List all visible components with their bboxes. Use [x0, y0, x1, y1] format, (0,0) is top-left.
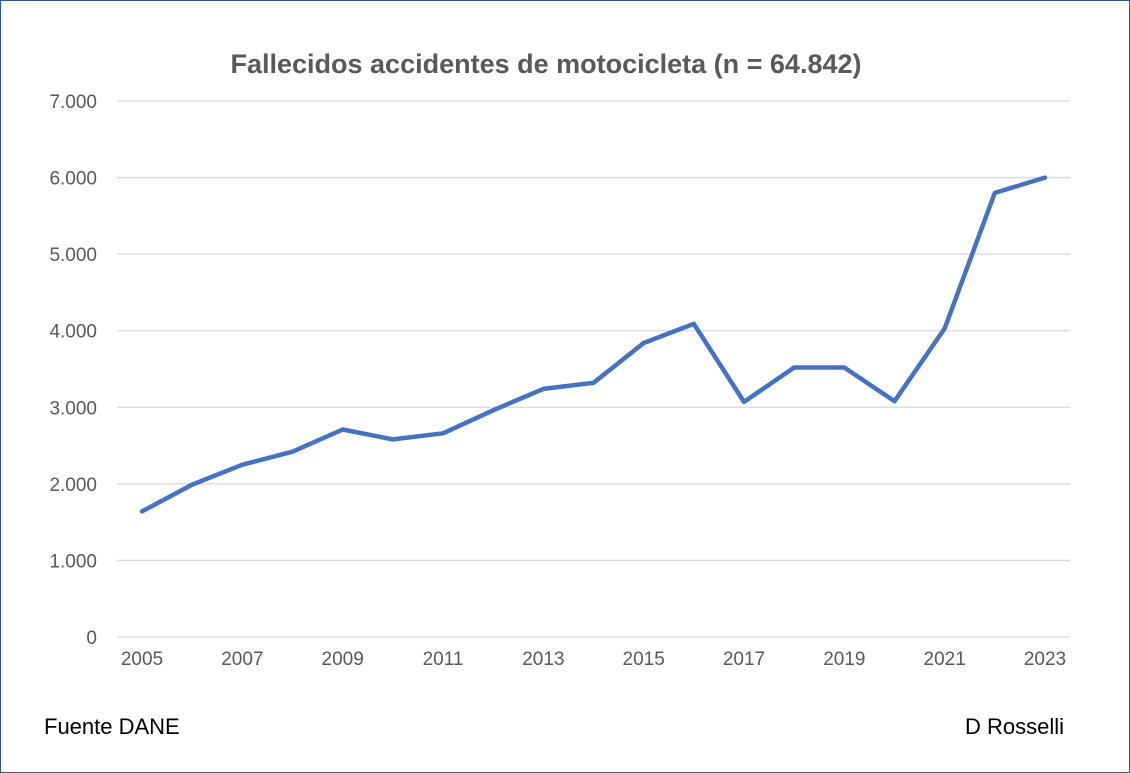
- x-tick-label: 2005: [121, 649, 163, 670]
- y-tick-label: 5.000: [49, 245, 97, 266]
- x-tick-label: 2013: [522, 649, 564, 670]
- y-tick-label: 6.000: [49, 169, 97, 190]
- y-tick-label: 4.000: [49, 322, 97, 343]
- series-line: [139, 175, 1048, 514]
- y-tick-label: 2.000: [49, 475, 97, 496]
- x-tick-label: 2021: [924, 649, 966, 670]
- x-tick-label: 2017: [723, 649, 765, 670]
- x-tick-label: 2023: [1024, 649, 1066, 670]
- source-note: Fuente DANE: [44, 714, 180, 739]
- x-tick-label: 2015: [623, 649, 665, 670]
- x-tick-label: 2019: [823, 649, 865, 670]
- x-axis-tick-labels: 2005 2007 2009 2011 2013 2015 2017 2019 2021 2023: [121, 649, 1066, 670]
- x-tick-label: 2011: [423, 649, 464, 670]
- y-tick-label: 7.000: [49, 92, 97, 113]
- series-lines: [139, 175, 1048, 514]
- x-tick-label: 2009: [322, 649, 364, 670]
- y-tick-label: 3.000: [49, 398, 97, 419]
- gridlines: [117, 100, 1070, 638]
- y-axis-tick-labels: 0 1.000 2.000 3.000 4.000 5.000 6.000 7.000: [49, 92, 97, 649]
- x-tick-label: 2007: [221, 649, 263, 670]
- author-note: D Rosselli: [964, 714, 1064, 739]
- chart-title: Fallecidos accidentes de motocicleta (n …: [230, 49, 861, 79]
- y-tick-label: 1.000: [49, 551, 97, 572]
- y-tick-label: 0: [86, 628, 97, 649]
